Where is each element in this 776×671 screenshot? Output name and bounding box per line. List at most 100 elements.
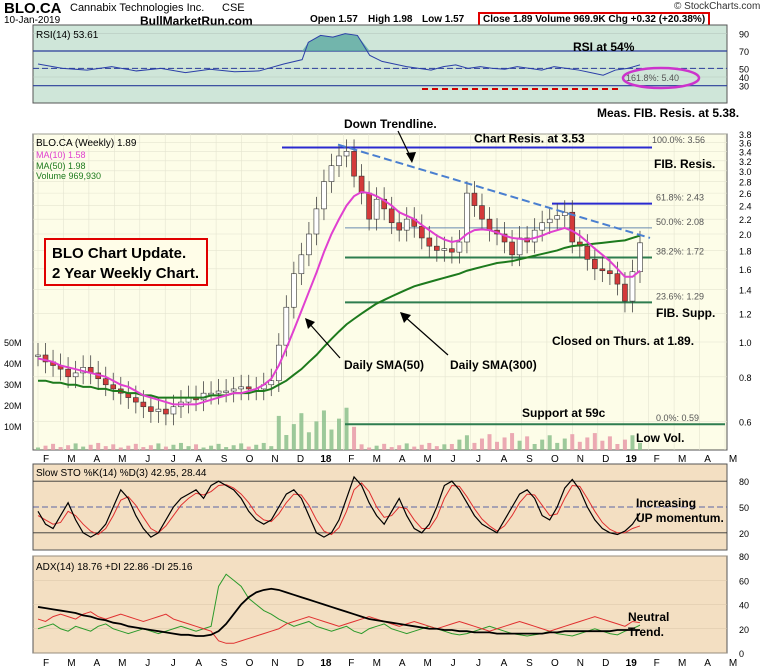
company-name: Cannabix Technologies Inc. [70, 2, 205, 14]
volume-bar [231, 445, 236, 450]
price-x-tick: S [221, 454, 228, 465]
candle-body [486, 218, 493, 231]
price-x-tick: N [577, 454, 584, 465]
candle-body [223, 390, 229, 393]
candle-body [441, 248, 448, 251]
candle-body [561, 211, 568, 216]
volume-bar [434, 446, 439, 450]
price-tick-label: 2.4 [739, 202, 752, 212]
sma300-arrowhead [400, 312, 411, 323]
volume-bar [337, 418, 341, 450]
volume-bar [600, 440, 605, 450]
price-tick-label: 1.0 [739, 338, 752, 348]
volume-bar [585, 437, 590, 450]
price-tick-label: 1.2 [739, 310, 752, 320]
price-x-tick: O [246, 454, 254, 465]
price-x-tick: J [476, 454, 481, 465]
volume-bar [638, 442, 642, 450]
price-x-tick: M [67, 454, 75, 465]
volume-bar [51, 443, 56, 450]
fib-0-label: 0.0%: 0.59 [656, 413, 699, 423]
volume-bar [103, 446, 108, 450]
candle-body [599, 268, 606, 272]
rsi-tick-label: 40 [739, 73, 749, 83]
volume-bar [419, 444, 424, 450]
fib-resis-measure-label: Meas. FIB. Resis. at 5.38. [597, 106, 739, 120]
adx-line [37, 587, 640, 637]
candle-body [607, 270, 613, 275]
candle-body [479, 205, 485, 220]
candle-body [554, 215, 561, 220]
candle-body [539, 222, 545, 231]
adx-x-tick: F [43, 658, 49, 669]
adx-minus-di-line [37, 611, 641, 644]
daily-sma50-label: Daily SMA(50) [344, 358, 424, 372]
volume-bar [592, 433, 597, 450]
volume-bar [88, 444, 93, 450]
candle-body [343, 151, 350, 157]
candle-body [388, 208, 395, 224]
candle-body [306, 233, 312, 256]
closed-thursday-label: Closed on Thurs. at 1.89. [552, 334, 694, 348]
chart-resistance-label: Chart Resis. at 3.53 [474, 131, 585, 145]
candle-body [275, 344, 282, 382]
price-label: BLO.CA (Weekly) 1.89 [36, 138, 137, 149]
price-x-tick: M [373, 454, 381, 465]
volume-bar [314, 421, 319, 450]
price-tick-label: 0.8 [739, 373, 752, 383]
price-x-tick: J [171, 454, 176, 465]
candle-body [471, 192, 478, 206]
adx-x-tick: J [145, 658, 150, 669]
volume-bar [540, 439, 545, 450]
price-tick-label: 3.8 [739, 130, 752, 140]
volume-bar [43, 445, 48, 450]
adx-annotation-2: Trend. [628, 625, 664, 639]
price-tick-label: 2.6 [739, 189, 752, 199]
volume-tick-label: 20M [4, 401, 22, 411]
volume-bar [36, 447, 40, 450]
volume-bar [81, 446, 86, 450]
candle-body [42, 354, 49, 363]
candle-body [418, 226, 425, 239]
candle-body [637, 242, 643, 273]
adx-label: ADX(14) 18.76 +DI 22.86 -DI 25.16 [36, 562, 193, 573]
candle-body [215, 390, 222, 394]
candle-body [283, 306, 290, 346]
candle-body [546, 218, 553, 224]
volume-bar [269, 446, 274, 450]
volume-bar [201, 447, 206, 450]
volume-bar [495, 441, 500, 450]
price-x-tick: D [602, 454, 609, 465]
volume-bar [502, 437, 507, 450]
price-x-tick: M [678, 454, 686, 465]
adx-tick-label: 60 [739, 576, 749, 586]
candle-body [622, 283, 628, 302]
price-x-tick: J [451, 454, 456, 465]
volume-bar [96, 442, 101, 450]
volume-bar [194, 444, 199, 450]
adx-x-tick: S [221, 658, 228, 669]
rsi-annotation: RSI at 54% [573, 40, 635, 54]
rsi-label: RSI(14) 53.61 [36, 30, 99, 41]
trendline-arrowhead [406, 152, 416, 163]
volume-bar [622, 439, 627, 450]
chart-update-line1: BLO Chart Update. [52, 245, 187, 262]
daily-sma300-label: Daily SMA(300) [450, 358, 537, 372]
candle-body [351, 151, 357, 177]
price-x-tick: M [423, 454, 431, 465]
sto-annotation-1: Increasing [636, 496, 696, 510]
candle-body [170, 406, 177, 415]
price-tick-label: 1.8 [739, 246, 752, 256]
price-x-tick: A [399, 454, 406, 465]
adx-tick-label: 80 [739, 552, 749, 562]
candle-body [381, 198, 387, 210]
rsi-tick-label: 70 [739, 47, 749, 57]
price-tick-label: 0.6 [739, 418, 752, 428]
volume-bar [329, 429, 334, 450]
volume-bar [276, 415, 281, 450]
candle-body [464, 192, 470, 243]
sto-tick-label: 50 [739, 503, 749, 513]
candle-body [35, 354, 41, 357]
candle-body [614, 273, 621, 285]
